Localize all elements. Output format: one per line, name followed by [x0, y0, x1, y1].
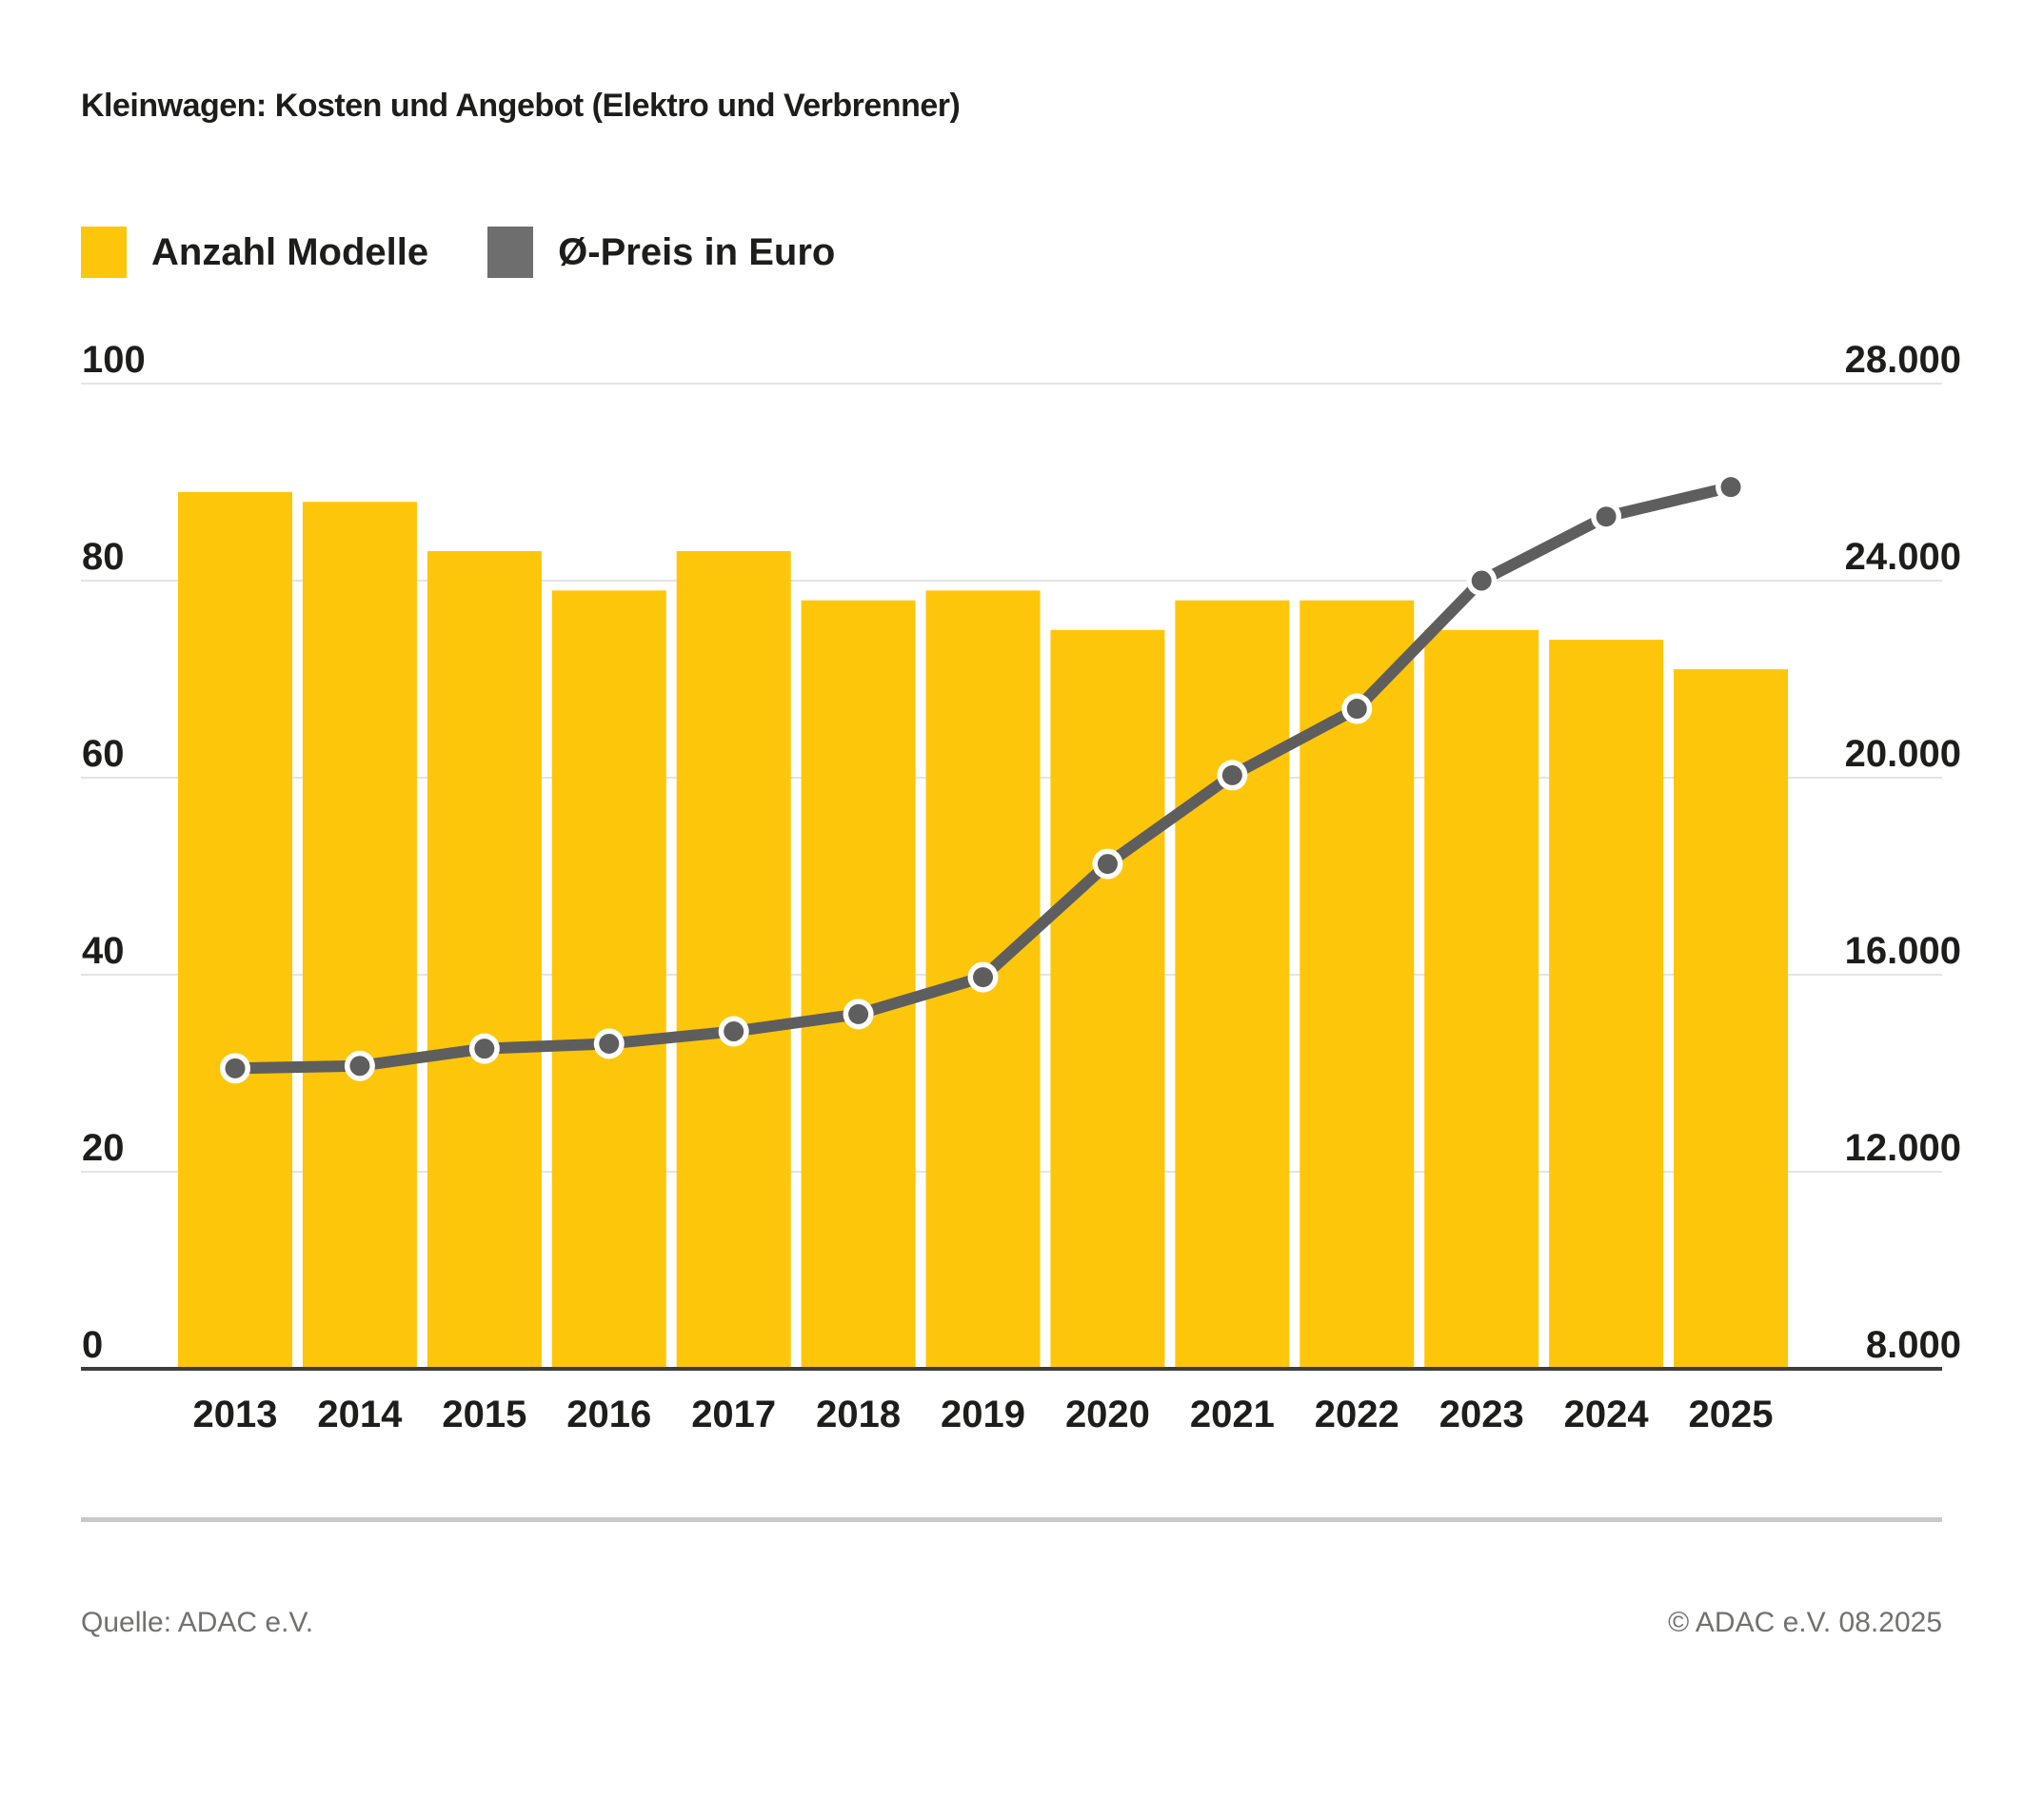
footer: Quelle: ADAC e.V. © ADAC e.V. 08.2025: [81, 1607, 1942, 1639]
price-dot-halo-2023: [1466, 565, 1498, 596]
price-dot-halo-2021: [1217, 760, 1248, 791]
bar-2019: [925, 590, 1041, 1369]
price-dot-2018: [848, 1003, 869, 1024]
price-dot-halo-2018: [843, 999, 874, 1030]
right-axis-label-8000: 8.000: [1866, 1324, 1961, 1366]
year-label-2013: 2013: [193, 1394, 278, 1435]
legend-swatch-anzahl-modelle: [81, 227, 127, 278]
price-dot-2013: [225, 1058, 246, 1078]
legend-item-preis: Ø-Preis in Euro: [487, 227, 835, 278]
price-dot-halo-2016: [593, 1028, 625, 1059]
year-label-2019: 2019: [941, 1394, 1025, 1435]
price-dot-2015: [474, 1039, 495, 1059]
left-axis-label-0: 0: [82, 1324, 103, 1366]
legend: Anzahl Modelle Ø-Preis in Euro: [81, 227, 835, 278]
left-axis-label-100: 100: [82, 339, 146, 381]
bar-2020: [1050, 629, 1165, 1369]
price-dot-halo-2015: [468, 1033, 500, 1064]
price-dot-halo-2014: [344, 1050, 375, 1081]
year-label-2015: 2015: [442, 1394, 526, 1435]
left-axis-label-20: 20: [82, 1127, 125, 1169]
bar-2022: [1300, 600, 1415, 1369]
legend-label-anzahl-modelle: Anzahl Modelle: [151, 230, 429, 273]
bar-2023: [1424, 629, 1539, 1369]
price-dot-halo-2017: [718, 1016, 749, 1047]
left-axis-label-60: 60: [82, 733, 125, 775]
right-axis-label-28000: 28.000: [1845, 339, 1961, 381]
year-label-2020: 2020: [1065, 1394, 1150, 1435]
year-label-2014: 2014: [317, 1394, 403, 1435]
legend-label-preis: Ø-Preis in Euro: [558, 230, 836, 273]
bar-2013: [178, 491, 292, 1369]
copyright-note: © ADAC e.V. 08.2025: [1668, 1607, 1942, 1638]
year-label-2017: 2017: [691, 1394, 776, 1435]
year-label-2023: 2023: [1439, 1394, 1524, 1435]
year-label-2022: 2022: [1315, 1394, 1399, 1435]
legend-item-anzahl-modelle: Anzahl Modelle: [81, 227, 428, 278]
price-dot-halo-2013: [220, 1053, 250, 1084]
right-axis-label-12000: 12.000: [1845, 1127, 1961, 1169]
footer-divider: [81, 1517, 1942, 1522]
year-label-2018: 2018: [816, 1394, 901, 1435]
right-axis-label-20000: 20.000: [1845, 733, 1961, 775]
bar-2015: [427, 550, 542, 1369]
year-label-2021: 2021: [1190, 1394, 1275, 1435]
price-dot-2019: [973, 967, 994, 988]
year-label-2024: 2024: [1564, 1394, 1650, 1435]
bar-2024: [1549, 640, 1664, 1369]
price-dot-2023: [1471, 570, 1492, 591]
price-dot-2014: [349, 1056, 370, 1077]
left-axis-label-40: 40: [82, 930, 125, 972]
right-axis-label-16000: 16.000: [1845, 930, 1961, 972]
legend-swatch-preis: [487, 227, 534, 278]
bar-2014: [302, 502, 417, 1369]
left-axis-label-80: 80: [82, 536, 125, 578]
price-dot-halo-2022: [1341, 693, 1373, 724]
year-label-2016: 2016: [566, 1394, 651, 1435]
bar-2017: [676, 550, 791, 1369]
price-dot-2024: [1596, 506, 1617, 527]
year-label-2025: 2025: [1689, 1394, 1774, 1435]
price-dot-2016: [599, 1033, 620, 1054]
chart-title: Kleinwagen: Kosten und Angebot (Elektro …: [81, 88, 961, 124]
bar-2021: [1175, 600, 1290, 1369]
bar-2025: [1674, 669, 1789, 1369]
bar-2018: [801, 600, 916, 1369]
source-note: Quelle: ADAC e.V.: [81, 1607, 314, 1638]
price-dot-2025: [1720, 477, 1741, 498]
price-line: [229, 481, 1737, 1075]
price-dot-2021: [1221, 764, 1242, 785]
price-dot-halo-2024: [1591, 501, 1622, 532]
price-dot-2022: [1346, 699, 1367, 720]
price-dot-halo-2025: [1716, 471, 1747, 503]
price-dot-2017: [724, 1021, 744, 1042]
price-dot-2020: [1097, 854, 1118, 875]
right-axis-label-24000: 24.000: [1845, 536, 1961, 578]
bar-2016: [551, 590, 666, 1369]
price-dot-halo-2020: [1092, 848, 1123, 880]
price-dot-halo-2019: [967, 961, 999, 993]
